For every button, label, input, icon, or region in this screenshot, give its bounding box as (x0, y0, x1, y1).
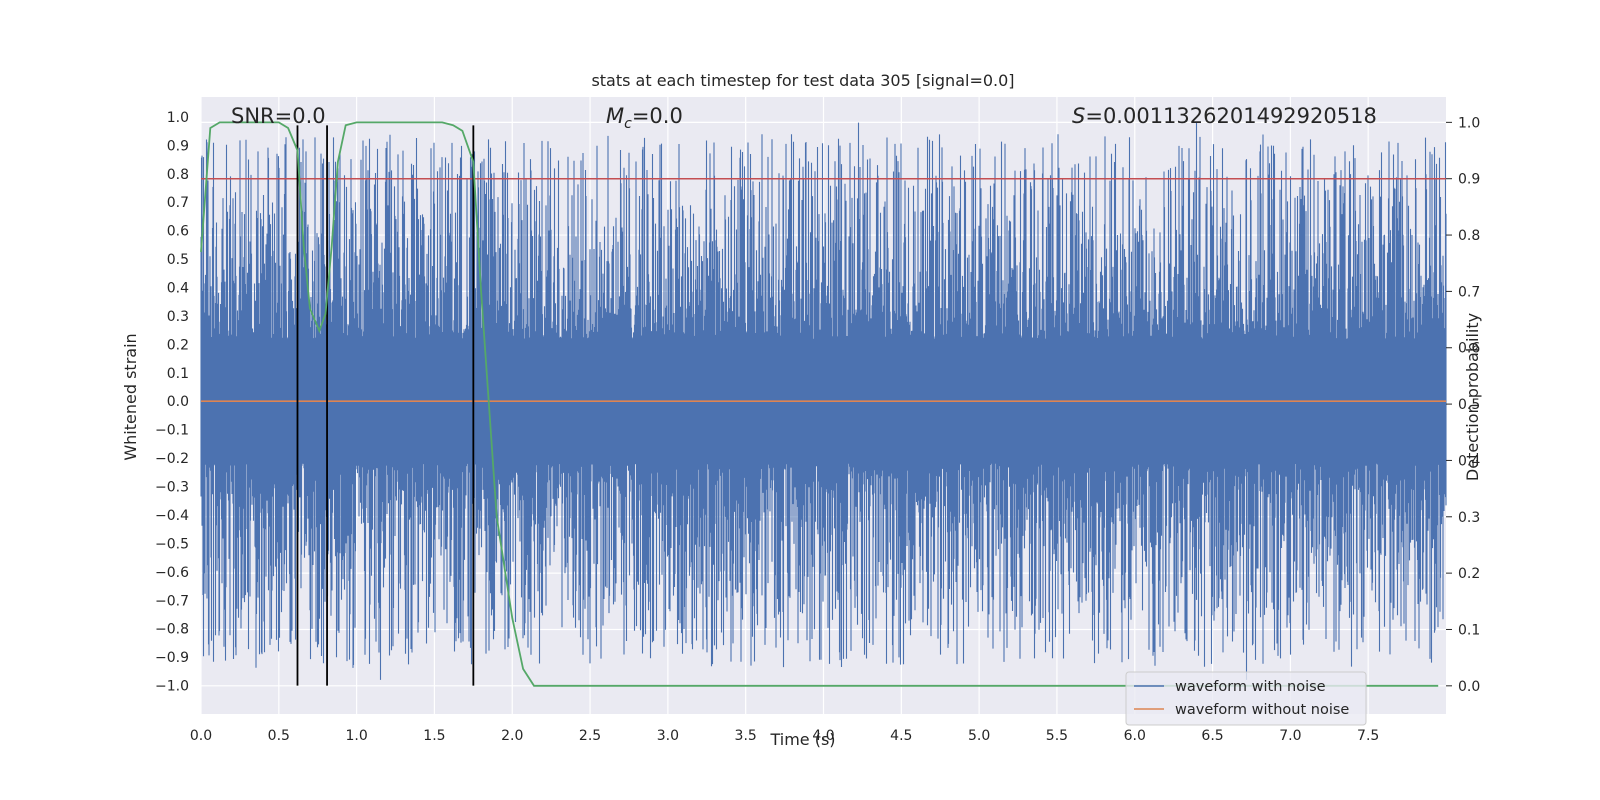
y-tick-label: −0.5 (155, 536, 189, 552)
x-tick-label: 2.5 (579, 728, 601, 744)
y-tick-label: 0.7 (167, 195, 189, 211)
y-tick-label: 0.0 (167, 394, 189, 410)
x-axis-label: Time (s) (769, 730, 835, 749)
x-tick-label: 1.0 (345, 728, 367, 744)
y-tick-label: 0.2 (167, 337, 189, 353)
y-tick-label: −0.1 (155, 423, 189, 439)
y2-tick-label: 0.4 (1458, 453, 1480, 469)
x-tick-label: 4.0 (812, 728, 834, 744)
x-tick-label: 7.5 (1357, 728, 1379, 744)
y2-tick-label: 0.5 (1458, 397, 1480, 413)
y-tick-label: 0.8 (167, 167, 189, 183)
event-lines (296, 125, 475, 686)
y-tick-label: 0.5 (167, 252, 189, 268)
legend-label-clean: waveform without noise (1175, 702, 1349, 718)
y-tick-label: 0.3 (167, 309, 189, 325)
x-tick-label: 2.0 (501, 728, 523, 744)
y-tick-label: −0.2 (155, 451, 189, 467)
y-tick-label: −0.8 (155, 622, 189, 638)
y2-tick-label: 1.0 (1458, 115, 1480, 131)
s-symbol: S (1072, 104, 1085, 128)
y2-tick-label: 0.7 (1458, 284, 1480, 300)
y-tick-label: 1.0 (167, 110, 189, 126)
y2-tick-label: 0.6 (1458, 341, 1480, 357)
x-tick-label: 1.5 (423, 728, 445, 744)
x-tick-label: 6.0 (1124, 728, 1146, 744)
legend-label-noise: waveform with noise (1175, 679, 1326, 695)
y-tick-label: 0.9 (167, 138, 189, 154)
y2-tick-label: 0.3 (1458, 510, 1480, 526)
y-tick-label: −1.0 (155, 679, 189, 695)
mc-symbol: M (606, 104, 624, 128)
y2-tick-label: 0.1 (1458, 622, 1480, 638)
x-tick-label: 5.0 (968, 728, 990, 744)
mc-subscript: c (624, 116, 632, 132)
chart-title: stats at each timestep for test data 305… (591, 71, 1014, 90)
legend: waveform with noise waveform without noi… (1125, 671, 1367, 726)
legend-box (1125, 671, 1367, 726)
x-tick-label: 0.5 (268, 728, 290, 744)
y2-tick-label: 0.9 (1458, 172, 1480, 188)
y-tick-label: −0.7 (155, 593, 189, 609)
y-axis-ticks: 1.0 0.9 0.8 0.7 0.6 0.5 0.4 0.3 0.2 0.1 0.0 −0.1 −0.… (155, 110, 189, 695)
x-tick-label: 6.5 (1201, 728, 1223, 744)
mc-value: =0.0 (632, 104, 683, 128)
y-tick-label: 0.4 (167, 281, 189, 297)
chirp-mass-annotation: Mc=0.0 (606, 104, 683, 132)
snr-annotation: SNR=0.0 (231, 104, 326, 128)
y2-tick-label: 0.2 (1458, 566, 1480, 582)
s-annotation: S=0.0011326201492920518 (1072, 104, 1377, 128)
y-axis-label: Whitened strain (121, 333, 140, 460)
series-detection-probability (200, 121, 1439, 687)
x-tick-label: 7.0 (1279, 728, 1301, 744)
x-tick-label: 3.5 (735, 728, 757, 744)
x-tick-label: 4.5 (890, 728, 912, 744)
x-axis-ticks: 0.0 0.5 1.0 1.5 2.0 2.5 3.0 3.5 4.0 4.5 5.0 5.5 6.0 6… (190, 728, 1379, 744)
y2-tick-label: 0.0 (1458, 679, 1480, 695)
y-tick-label: −0.3 (155, 480, 189, 496)
y-tick-label: 0.1 (167, 366, 189, 382)
y-tick-label: −0.6 (155, 565, 189, 581)
y2-axis-ticks: 1.0 0.9 0.8 0.7 0.6 0.5 0.4 0.3 0.2 0.1 0.0 (1446, 115, 1480, 695)
y-tick-label: 0.6 (167, 224, 189, 240)
y-tick-label: −0.4 (155, 508, 189, 524)
s-value: =0.0011326201492920518 (1085, 104, 1377, 128)
y2-tick-label: 0.8 (1458, 228, 1480, 244)
y-tick-label: −0.9 (155, 650, 189, 666)
x-tick-label: 0.0 (190, 728, 212, 744)
x-tick-label: 3.0 (657, 728, 679, 744)
y2-axis-label: Detection probability (1463, 313, 1482, 481)
x-tick-label: 5.5 (1046, 728, 1068, 744)
